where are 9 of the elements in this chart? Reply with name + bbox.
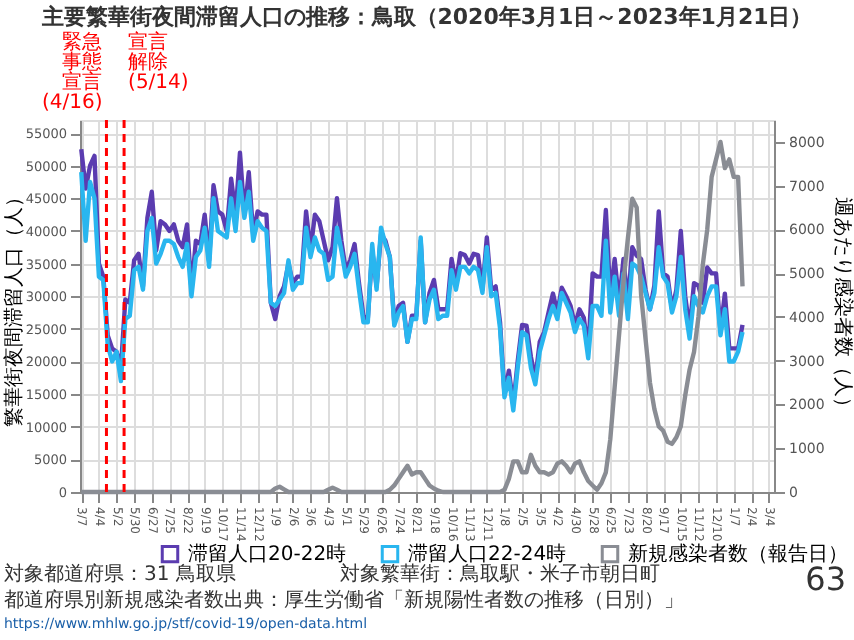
legend-label: 滞留人口20-22時 (188, 542, 347, 567)
text: 都道府県別新規感染者数出典：厚生労働省「新規陽性者数の推移（日別）」 (4, 588, 684, 612)
text: 対象繁華街：鳥取駅・米子市朝日町 (340, 562, 660, 586)
y2-axis-title: 週あたり感染者数（人） (830, 197, 854, 417)
y-axis-title: 繁華街夜間滞留人口（人） (1, 187, 26, 427)
ref-line-label: 緊急事態宣言(4/16) (41, 30, 103, 114)
ref-line-label: 宣言解除(5/14) (128, 30, 189, 94)
text: 対象都道府県：31 鳥取県 (4, 562, 236, 586)
chart-title: 主要繁華街夜間滞留人口の推移：鳥取（2020年3月1日～2023年1月21日） (39, 4, 813, 30)
